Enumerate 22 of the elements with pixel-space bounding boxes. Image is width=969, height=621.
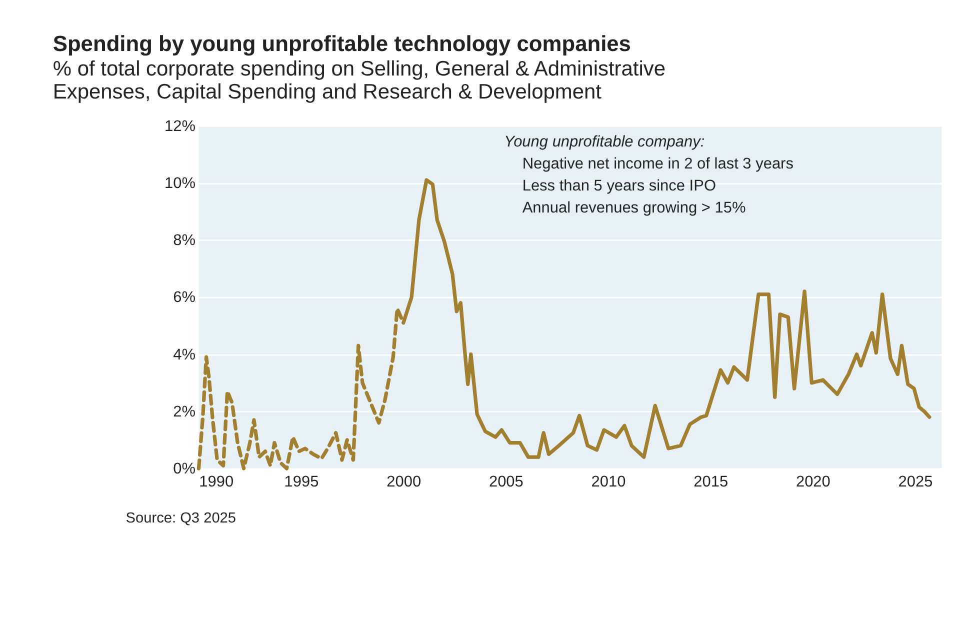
annotation: Negative net income in 2 of last 3 years (522, 156, 794, 173)
annotation: Young unprofitable company: (504, 134, 705, 151)
y-tick-label: 10% (164, 174, 196, 192)
x-tick-label: 2015 (694, 473, 728, 490)
x-tick-label: 1990 (199, 473, 234, 490)
annotation: Annual revenues growing > 15% (522, 199, 746, 216)
y-tick-label: 0% (173, 460, 196, 478)
y-tick-label: 4% (173, 346, 196, 364)
x-tick-label: 2005 (488, 473, 524, 490)
x-tick-label: 2000 (386, 473, 422, 490)
y-tick-label: 2% (173, 403, 196, 420)
source-note: Source: Q3 2025 (126, 510, 236, 526)
y-tick-label: 8% (173, 232, 196, 250)
annotation: Less than 5 years since IPO (522, 177, 716, 194)
x-tick-label: 2010 (591, 473, 626, 490)
x-tick-label: 2020 (796, 473, 830, 490)
x-tick-label: 2025 (898, 473, 933, 490)
chart-title: Spending by young unprofitable technology companies (52, 31, 631, 56)
chart-subtitle: % of total corporate spending on Selling, General & Administrative Expenses, Capital Spending and Research & Development (52, 58, 666, 104)
y-tick-label: 6% (173, 289, 196, 306)
x-tick-label: 1995 (284, 473, 319, 490)
y-tick-label: 12% (164, 118, 196, 135)
